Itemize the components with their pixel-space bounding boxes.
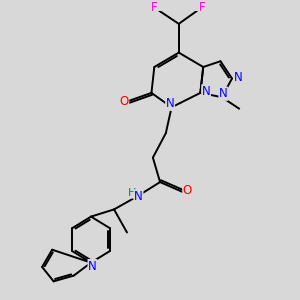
Text: N: N <box>134 190 143 203</box>
Text: N: N <box>234 70 243 84</box>
Text: F: F <box>151 1 158 14</box>
Text: N: N <box>88 260 97 273</box>
Text: N: N <box>219 87 228 100</box>
Text: H: H <box>128 188 136 198</box>
Text: N: N <box>202 85 211 98</box>
Text: O: O <box>119 95 129 108</box>
Text: N: N <box>166 97 175 110</box>
Text: O: O <box>183 184 192 197</box>
Text: F: F <box>199 1 205 14</box>
